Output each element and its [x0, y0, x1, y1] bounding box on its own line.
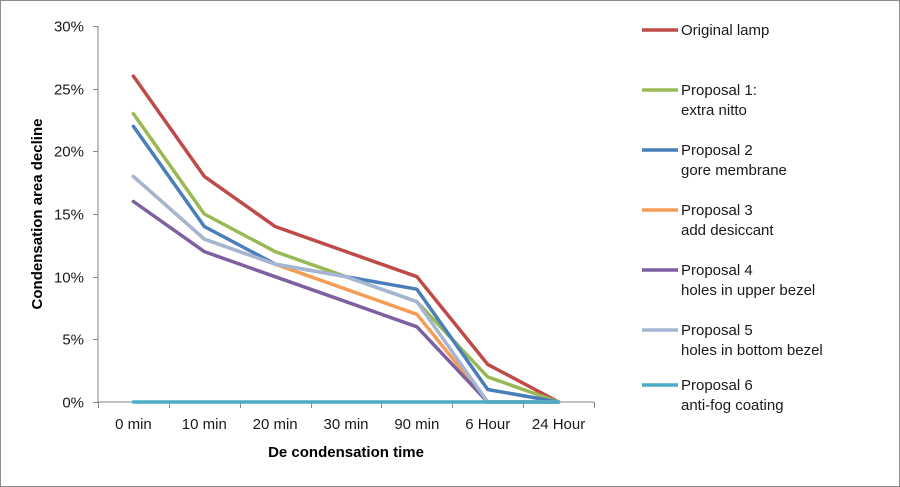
legend-entry-3: Proposal 2 gore membrane — [642, 142, 787, 179]
y-axis-title: Condensation area decline — [29, 119, 46, 310]
legend-label: Original lamp — [681, 22, 769, 39]
legend-label: anti-fog coating — [681, 397, 784, 414]
x-tick-label: 30 min — [323, 416, 368, 433]
legend-entry-4: Proposal 3 add desiccant — [642, 202, 774, 239]
legend-entry-6: Proposal 5 holes in bottom bezel — [642, 322, 823, 359]
x-axis-title: De condensation time — [268, 444, 424, 461]
series-lines — [131, 74, 561, 404]
y-tick-label: 5% — [62, 332, 84, 349]
y-tick-label: 0% — [62, 395, 84, 412]
legend-label: Proposal 4 — [681, 262, 753, 279]
axes: 0% 5% 10% 15% 20% 25% 30% 0 min 10 min 20 min 30 m… — [54, 19, 595, 433]
x-tick-label: 6 Hour — [465, 416, 510, 433]
legend-label: holes in bottom bezel — [681, 342, 823, 359]
legend-label: extra nitto — [681, 102, 747, 119]
y-tick-label: 30% — [54, 19, 84, 36]
legend-label: holes in upper bezel — [681, 282, 815, 299]
x-tick-label: 24 Hour — [532, 416, 585, 433]
series-line-1 — [131, 74, 561, 404]
legend-label: Proposal 3 — [681, 202, 753, 219]
legend-label: gore membrane — [681, 162, 787, 179]
y-tick-label: 25% — [54, 82, 84, 99]
y-tick-label: 10% — [54, 270, 84, 287]
y-tick-label: 15% — [54, 207, 84, 224]
x-tick-label: 90 min — [394, 416, 439, 433]
legend-entry-1: Original lamp — [642, 22, 769, 39]
legend-label: add desiccant — [681, 222, 774, 239]
legend-entry-5: Proposal 4 holes in upper bezel — [642, 262, 815, 299]
legend-label: Proposal 1: — [681, 82, 757, 99]
x-tick-label: 10 min — [182, 416, 227, 433]
legend-label: Proposal 6 — [681, 377, 753, 394]
legend-label: Proposal 5 — [681, 322, 753, 339]
x-tick-label: 20 min — [253, 416, 298, 433]
legend-entry-7: Proposal 6 anti-fog coating — [642, 377, 784, 414]
legend-entry-2: Proposal 1: extra nitto — [642, 82, 757, 119]
legend-label: Proposal 2 — [681, 142, 753, 159]
series-line-2 — [131, 111, 561, 404]
y-tick-label: 20% — [54, 144, 84, 161]
x-tick-label: 0 min — [115, 416, 152, 433]
